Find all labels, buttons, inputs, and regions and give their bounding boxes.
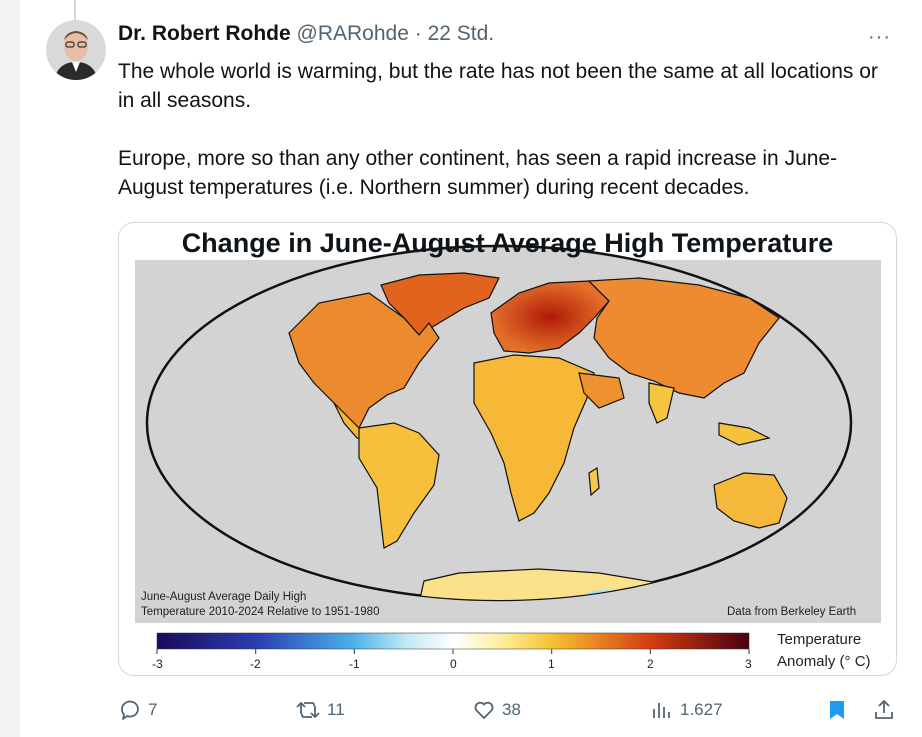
map-caption-line-1: June-August Average Daily High <box>141 591 307 603</box>
tweet-paragraph-2: Europe, more so than any other continent… <box>118 147 838 199</box>
north-america <box>288 292 440 429</box>
arabia <box>578 372 625 409</box>
greenland <box>380 272 500 336</box>
author-handle[interactable]: @RARohde <box>296 22 409 45</box>
views-icon <box>653 703 670 718</box>
avatar[interactable] <box>46 20 106 80</box>
scale-tick-label: 1 <box>548 657 555 671</box>
legend-title-line-2: Anomaly (° C) <box>777 653 871 670</box>
tweet-image[interactable]: Change in June-August Average High Tempe… <box>118 222 897 676</box>
author-name[interactable]: Dr. Robert Rohde <box>118 22 291 45</box>
scale-tick-label: 3 <box>745 657 752 671</box>
more-options-icon[interactable]: ··· <box>868 26 891 48</box>
like-count: 38 <box>502 700 521 719</box>
asia <box>587 277 780 399</box>
repost-button[interactable]: 11 <box>295 690 345 730</box>
separator-dot: · <box>414 22 422 45</box>
repost-count: 11 <box>327 700 345 719</box>
australia <box>713 472 788 529</box>
bookmark-button[interactable] <box>826 690 854 730</box>
timestamp[interactable]: 22 Std. <box>427 22 495 45</box>
left-gutter <box>0 0 20 737</box>
tweet-header: Dr. Robert Rohde @RARohde · 22 Std. <box>118 22 494 46</box>
scale-tick-label: -1 <box>349 657 360 671</box>
scale-tick-label: 0 <box>450 657 457 671</box>
reply-count: 7 <box>148 700 158 719</box>
tweet-actions: 7 11 38 1.627 <box>0 690 922 730</box>
tweet-text: The whole world is warming, but the rate… <box>118 57 878 202</box>
share-button[interactable] <box>872 690 902 730</box>
scale-tick-label: -2 <box>250 657 261 671</box>
indonesia <box>718 422 771 446</box>
map-title: Change in June-August Average High Tempe… <box>181 228 834 258</box>
reply-button[interactable]: 7 <box>118 690 157 730</box>
map-caption-line-2: Temperature 2010-2024 Relative to 1951-1… <box>141 606 380 618</box>
share-icon <box>875 699 893 719</box>
views-count: 1.627 <box>680 700 723 719</box>
map-caption: June-August Average Daily High Temperatu… <box>141 590 379 620</box>
europe <box>490 280 610 354</box>
india <box>648 382 675 424</box>
repost-icon <box>296 701 320 719</box>
heart-icon <box>474 701 494 719</box>
color-scale-bar <box>156 632 750 650</box>
tweet-paragraph-1: The whole world is warming, but the rate… <box>118 60 878 112</box>
bookmark-icon <box>830 701 844 719</box>
legend-title-line-1: Temperature <box>777 631 862 648</box>
south-america <box>358 422 440 549</box>
scale-tick-label: -3 <box>152 657 163 671</box>
map-source: Data from Berkeley Earth <box>727 606 857 618</box>
reply-icon <box>121 700 139 720</box>
views-button[interactable]: 1.627 <box>650 690 723 730</box>
africa <box>473 354 595 522</box>
scale-tick-label: 2 <box>647 657 654 671</box>
thread-line <box>74 0 76 20</box>
madagascar <box>588 466 600 497</box>
temperature-map <box>135 244 881 654</box>
legend-title: Temperature Anomaly (° C) <box>777 629 871 673</box>
like-button[interactable]: 38 <box>472 690 521 730</box>
